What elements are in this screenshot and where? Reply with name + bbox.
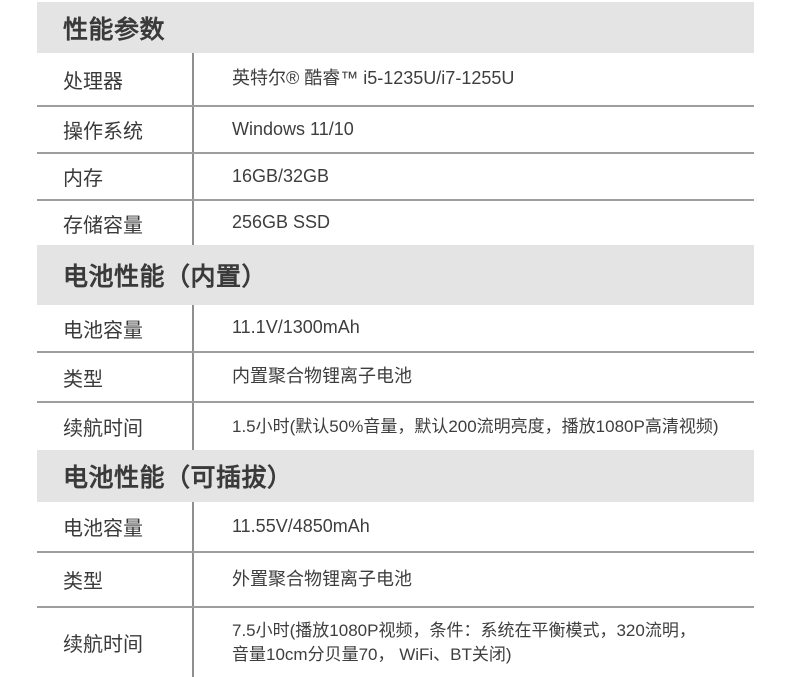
spec-label: 内存: [63, 168, 103, 190]
spec-table: 性能参数 处理器 英特尔® 酷睿™ i5-1235U/i7-1255U 操作系统…: [37, 2, 754, 677]
spec-row-processor: 处理器 英特尔® 酷睿™ i5-1235U/i7-1255U: [37, 53, 754, 107]
spec-row-os: 操作系统 Windows 11/10: [37, 107, 754, 154]
spec-row-storage: 存储容量 256GB SSD: [37, 201, 754, 245]
section-title: 电池性能（内置）: [63, 263, 268, 291]
spec-value: 7.5小时(播放1080P视频，条件：系统在平衡模式，320流明， 音量10cm…: [192, 608, 754, 677]
spec-value-line-1: 7.5小时(播放1080P视频，条件：系统在平衡模式，320流明，: [232, 620, 696, 640]
spec-value-line-2: 音量10cm分贝量70， WiFi、BT关闭): [232, 644, 512, 664]
spec-label: 类型: [63, 571, 103, 593]
spec-value: 16GB/32GB: [192, 154, 754, 199]
spec-value: 11.1V/1300mAh: [192, 305, 754, 351]
spec-row-battery-type: 类型 外置聚合物锂离子电池: [37, 553, 754, 608]
spec-row-battery-capacity: 电池容量 11.1V/1300mAh: [37, 305, 754, 353]
spec-row-battery-capacity: 电池容量 11.55V/4850mAh: [37, 502, 754, 553]
spec-label: 电池容量: [63, 319, 143, 342]
spec-value: 11.55V/4850mAh: [192, 502, 754, 551]
spec-row-battery-life: 续航时间 1.5小时(默认50%音量，默认200流明亮度，播放1080P高清视频…: [37, 403, 754, 450]
section-header-battery-removable: 电池性能（可插拔）: [37, 450, 754, 502]
spec-value: 内置聚合物锂离子电池: [192, 353, 754, 401]
spec-label: 续航时间: [63, 634, 143, 656]
spec-label: 操作系统: [63, 121, 143, 143]
spec-label: 电池容量: [63, 518, 143, 540]
spec-label: 存储容量: [63, 214, 143, 237]
section-header-battery-internal: 电池性能（内置）: [37, 245, 754, 305]
section-title: 电池性能（可插拔）: [63, 464, 293, 492]
spec-label: 处理器: [63, 70, 123, 93]
spec-row-battery-life: 续航时间 7.5小时(播放1080P视频，条件：系统在平衡模式，320流明， 音…: [37, 608, 754, 677]
spec-label: 续航时间: [63, 418, 143, 440]
section-title: 性能参数: [63, 15, 166, 44]
spec-row-battery-type: 类型 内置聚合物锂离子电池: [37, 353, 754, 403]
spec-row-memory: 内存 16GB/32GB: [37, 154, 754, 201]
spec-value: 英特尔® 酷睿™ i5-1235U/i7-1255U: [192, 53, 754, 105]
spec-label: 类型: [63, 368, 103, 391]
spec-value: 外置聚合物锂离子电池: [192, 553, 754, 606]
spec-value: Windows 11/10: [192, 107, 754, 152]
spec-value: 1.5小时(默认50%音量，默认200流明亮度，播放1080P高清视频): [192, 403, 754, 450]
spec-value: 256GB SSD: [192, 201, 754, 245]
section-header-performance: 性能参数: [37, 2, 754, 53]
